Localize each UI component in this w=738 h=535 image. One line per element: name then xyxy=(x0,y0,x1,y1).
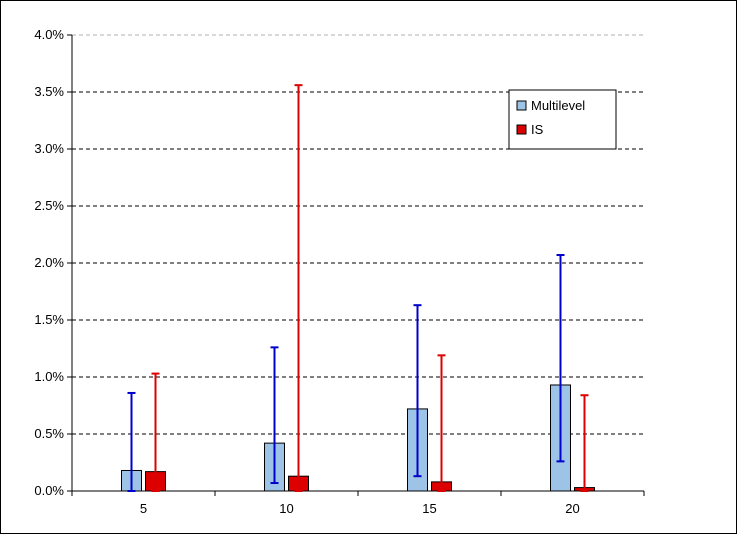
y-tick-label: 3.5% xyxy=(34,84,64,99)
legend-swatch xyxy=(516,100,527,111)
x-tick-label: 5 xyxy=(140,501,147,516)
legend xyxy=(508,89,617,150)
y-tick-label: 1.5% xyxy=(34,312,64,327)
x-tick-label: 15 xyxy=(422,501,436,516)
legend-label: Multilevel xyxy=(531,98,585,113)
y-tick-label: 0.0% xyxy=(34,483,64,498)
y-tick-label: 1.0% xyxy=(34,369,64,384)
y-tick-label: 2.0% xyxy=(34,255,64,270)
y-tick-label: 2.5% xyxy=(34,198,64,213)
legend-swatch xyxy=(516,124,527,135)
y-tick-label: 0.5% xyxy=(34,426,64,441)
y-tick-label: 3.0% xyxy=(34,141,64,156)
y-tick-label: 4.0% xyxy=(34,27,64,42)
x-tick-label: 10 xyxy=(279,501,293,516)
legend-label: IS xyxy=(531,122,544,137)
x-tick-label: 20 xyxy=(565,501,579,516)
